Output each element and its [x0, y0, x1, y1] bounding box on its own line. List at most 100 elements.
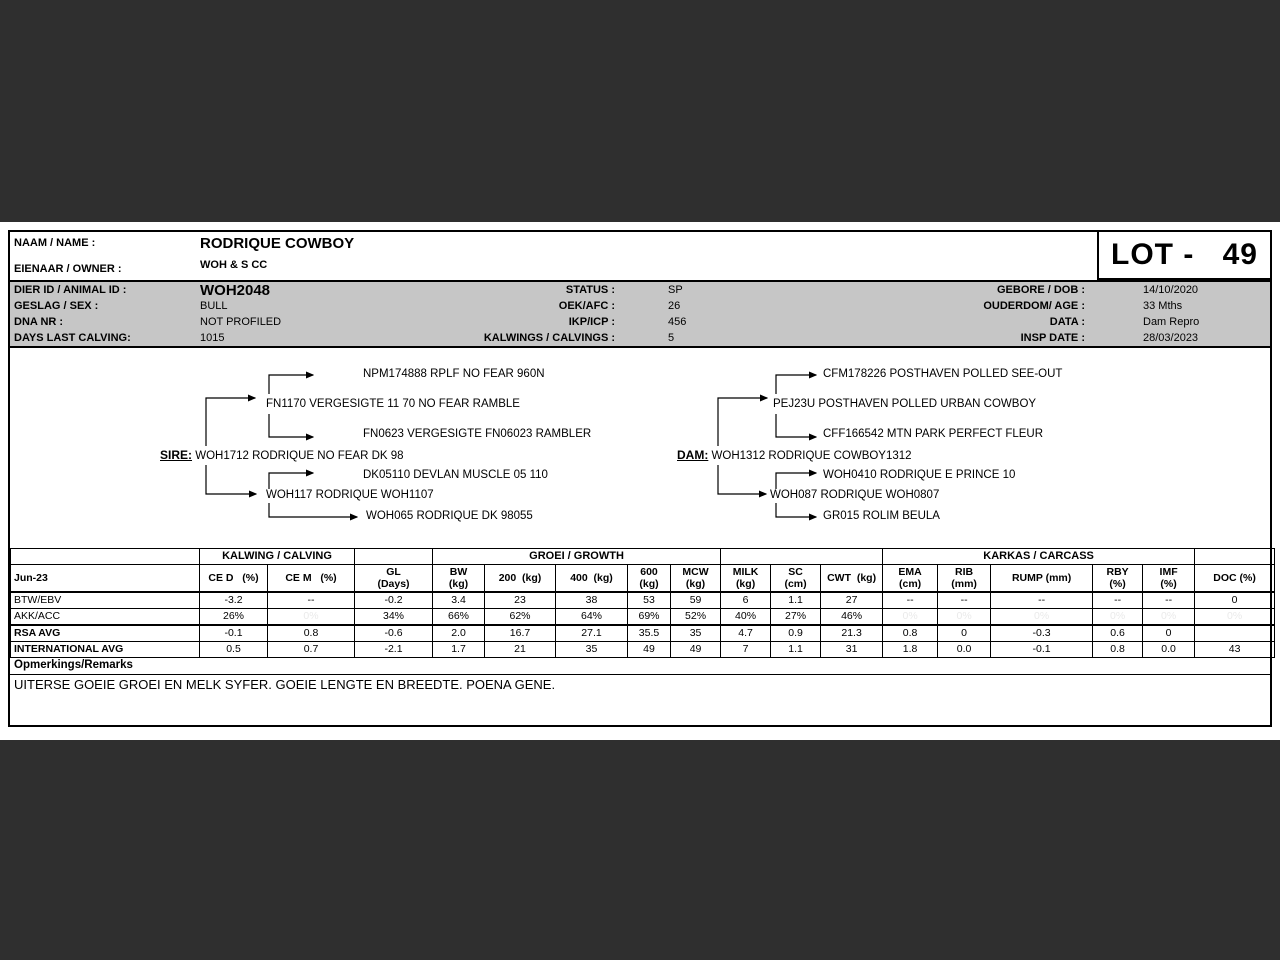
row-label-3: INTERNATIONAL AVG: [10, 641, 200, 658]
cell-0-6: 53: [627, 591, 672, 609]
cell-2-0: -0.1: [199, 624, 268, 642]
cell-1-12: 0%: [937, 608, 992, 626]
insp-date-value: 28/03/2023: [1143, 332, 1199, 344]
date-label: Jun-23: [10, 564, 200, 593]
table-row-0: BTW/EBV -3.2 -- -0.2 3.4 23 38 53 59 6 1.1 27 -- -- --…: [10, 591, 1276, 609]
cell-1-8: 40%: [720, 608, 772, 626]
remarks-header: Opmerkings/Remarks: [10, 658, 1270, 675]
dam-granddam: CFF166542 MTN PARK PERFECT FLEUR: [823, 428, 1044, 440]
table-row-1: AKK/ACC 26% 0% 34% 66% 62% 64% 69% 52% 40% 27% 46% 0…: [10, 608, 1276, 626]
table-row-2: RSA AVG -0.1 0.8 -0.6 2.0 16.7 27.1 35.5 35 4.7 0.…: [10, 624, 1276, 642]
cell-3-15: 0.0: [1142, 641, 1196, 658]
cell-2-3: 2.0: [432, 624, 486, 642]
cell-1-4: 62%: [484, 608, 557, 626]
cell-1-15: 0%: [1142, 608, 1196, 626]
cell-0-10: 27: [820, 591, 884, 609]
cell-3-14: 0.8: [1092, 641, 1144, 658]
sire-name: WOH1712 RODRIQUE NO FEAR DK 98: [195, 450, 404, 462]
column-header-6: 600 (kg): [627, 564, 672, 593]
pedigree-chart: NPM174888 RPLF NO FEAR 960N FN1170 VERGE…: [10, 348, 1270, 548]
dam-dam: WOH087 RODRIQUE WOH0807: [770, 489, 940, 501]
cell-1-11: 0%: [882, 608, 939, 626]
cell-3-1: 0.7: [266, 641, 356, 658]
sire-grandsire: NPM174888 RPLF NO FEAR 960N: [363, 368, 545, 380]
cell-2-11: 0.8: [882, 624, 939, 642]
column-header-9: SC (cm): [770, 564, 822, 593]
cell-2-13: -0.3: [990, 624, 1094, 642]
column-header-3: BW (kg): [432, 564, 486, 593]
age-label: OUDERDOM/ AGE :: [983, 300, 1085, 312]
cell-0-8: 6: [720, 591, 772, 609]
cell-3-16: 43: [1194, 641, 1276, 658]
cell-0-9: 1.1: [770, 591, 822, 609]
group-blank-2: [354, 548, 434, 565]
cell-3-9: 1.1: [770, 641, 822, 658]
cell-2-2: -0.6: [354, 624, 434, 642]
sire-granddam: FN0623 VERGESIGTE FN06023 RAMBLER: [363, 428, 592, 440]
cell-3-3: 1.7: [432, 641, 486, 658]
group-carcass: KARKAS / CARCASS: [882, 548, 1196, 565]
sire-dam: WOH117 RODRIQUE WOH1107: [266, 489, 434, 501]
cell-3-5: 35: [555, 641, 629, 658]
row-label-2: RSA AVG: [10, 624, 200, 642]
cell-3-6: 49: [627, 641, 672, 658]
cell-0-11: --: [882, 591, 939, 609]
column-header-2: GL (Days): [354, 564, 434, 593]
dam-dam-sire: WOH0410 RODRIQUE E PRINCE 10: [823, 469, 1016, 481]
cell-2-16: [1194, 624, 1276, 642]
group-header-row: KALWING / CALVING GROEI / GROWTH KARKAS …: [10, 548, 1276, 565]
cell-2-12: 0: [937, 624, 992, 642]
sire-sire: FN1170 VERGESIGTE 11 70 NO FEAR RAMBLE: [266, 398, 520, 410]
ebv-table: KALWING / CALVING GROEI / GROWTH KARKAS …: [10, 548, 1276, 658]
last-calving-label: DAYS LAST CALVING:: [14, 332, 131, 344]
dob-label: GEBORE / DOB :: [996, 284, 1085, 296]
animal-id-value: WOH2048: [200, 282, 271, 299]
sire-dam-sire: DK05110 DEVLAN MUSCLE 05 110: [363, 469, 548, 481]
dob-value: 14/10/2020: [1143, 284, 1199, 296]
name-label: NAAM / NAME :: [14, 237, 96, 249]
column-header-14: RBY (%): [1092, 564, 1144, 593]
lot-number: 49: [1222, 238, 1258, 271]
cell-3-11: 1.8: [882, 641, 939, 658]
column-header-row: Jun-23 CE D (%) CE M (%) GL (Days) BW (kg) 2…: [10, 564, 1276, 593]
dam-dam-dam: GR015 ROLIM BEULA: [823, 510, 940, 522]
cell-0-1: --: [266, 591, 356, 609]
cell-2-5: 27.1: [555, 624, 629, 642]
cell-0-15: --: [1142, 591, 1196, 609]
dam-sire: PEJ23U POSTHAVEN POLLED URBAN COWBOY: [773, 398, 1037, 410]
insp-date-label: INSP DATE :: [1020, 332, 1085, 344]
cell-2-8: 4.7: [720, 624, 772, 642]
icp-value: 456: [668, 316, 687, 328]
dam-label: DAM:: [677, 448, 709, 462]
name-section: NAAM / NAME : RODRIQUE COWBOY EIENAAR / …: [10, 232, 1270, 280]
animal-id-label: DIER ID / ANIMAL ID :: [14, 284, 127, 296]
cell-2-14: 0.6: [1092, 624, 1144, 642]
last-calving-value: 1015: [200, 332, 225, 344]
status-value: SP: [668, 284, 683, 296]
cell-2-10: 21.3: [820, 624, 884, 642]
column-header-5: 400 (kg): [555, 564, 629, 593]
sire-label: SIRE:: [160, 448, 193, 462]
cell-3-8: 7: [720, 641, 772, 658]
cell-3-10: 31: [820, 641, 884, 658]
cell-2-4: 16.7: [484, 624, 557, 642]
age-value: 33 Mths: [1143, 300, 1183, 312]
cell-1-0: 26%: [199, 608, 268, 626]
catalog-sheet: NAAM / NAME : RODRIQUE COWBOY EIENAAR / …: [8, 230, 1276, 727]
table-row-3: INTERNATIONAL AVG 0.5 0.7 -2.1 1.7 21 35 49 49 7 1…: [10, 641, 1276, 658]
document-page: NAAM / NAME : RODRIQUE COWBOY EIENAAR / …: [0, 222, 1280, 740]
cell-1-16: 0%: [1194, 608, 1276, 626]
calvings-label: KALWINGS / CALVINGS :: [483, 332, 615, 344]
group-blank-4: [1194, 548, 1276, 565]
pedigree-connector-lines: [205, 371, 818, 521]
afc-value: 26: [668, 300, 681, 312]
animal-name: RODRIQUE COWBOY: [200, 235, 355, 252]
cell-3-2: -2.1: [354, 641, 434, 658]
owner-label: EIENAAR / OWNER :: [14, 263, 122, 275]
cell-1-13: 0%: [990, 608, 1094, 626]
cell-2-9: 0.9: [770, 624, 822, 642]
status-label: STATUS :: [565, 284, 615, 296]
cell-0-13: --: [990, 591, 1094, 609]
cell-1-10: 46%: [820, 608, 884, 626]
